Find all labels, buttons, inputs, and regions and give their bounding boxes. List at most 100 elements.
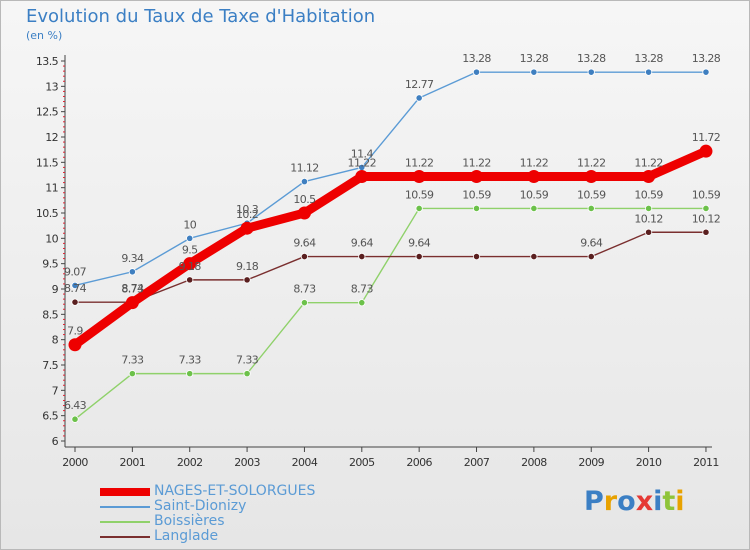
y-tick-label: 11 xyxy=(45,182,58,195)
legend-swatch-saint-dionizy xyxy=(100,506,150,508)
legend-label-saint-dionizy: Saint-Dionizy xyxy=(154,498,247,514)
data-label: 9.07 xyxy=(64,265,87,278)
x-tick-label: 2007 xyxy=(464,456,490,469)
series-line-3 xyxy=(74,231,707,303)
logo-letter: i xyxy=(653,486,663,517)
data-point xyxy=(71,298,79,306)
proxiti-logo: Proxiti xyxy=(584,486,685,517)
data-label: 11.72 xyxy=(692,131,721,144)
logo-letter: P xyxy=(584,486,604,517)
data-label: 8.73 xyxy=(351,283,374,296)
data-label: 13.28 xyxy=(692,52,721,65)
legend-label-nages: NAGES-ET-SOLORGUES xyxy=(154,483,316,499)
data-point xyxy=(300,252,309,261)
legend-swatch-boissieres xyxy=(100,521,150,523)
data-point xyxy=(128,370,136,378)
data-label: 10.3 xyxy=(236,203,259,216)
data-point xyxy=(415,204,423,213)
data-point xyxy=(587,204,595,213)
x-tick-label: 2000 xyxy=(62,456,88,469)
x-tick-label: 2003 xyxy=(234,456,260,469)
logo-letter: i xyxy=(675,486,685,517)
y-tick-label: 6 xyxy=(52,435,59,448)
data-label: 7.9 xyxy=(67,325,83,338)
data-label: 11.22 xyxy=(462,157,491,170)
data-label: 10.59 xyxy=(577,188,606,201)
data-label: 13.28 xyxy=(462,52,491,65)
y-tick-label: 12.5 xyxy=(36,106,59,119)
data-point xyxy=(358,299,366,307)
data-label: 11.22 xyxy=(405,157,434,170)
data-label: 11.22 xyxy=(577,157,606,170)
y-tick-label: 7.5 xyxy=(42,359,58,372)
data-point xyxy=(644,204,653,213)
data-point xyxy=(530,68,538,76)
data-label: 10.59 xyxy=(634,188,663,201)
x-tick-label: 2008 xyxy=(521,456,547,469)
data-label: 7.33 xyxy=(121,354,144,367)
y-tick-label: 8.5 xyxy=(42,308,58,321)
legend-label-langlade: Langlade xyxy=(154,528,219,544)
data-label: 8.73 xyxy=(121,283,144,296)
data-label: 13.28 xyxy=(577,52,606,65)
y-tick-label: 13.5 xyxy=(36,55,59,68)
y-tick-label: 11.5 xyxy=(36,156,59,169)
data-point xyxy=(415,94,423,102)
data-label: 9.18 xyxy=(179,260,202,273)
data-point xyxy=(297,206,311,220)
data-point xyxy=(240,221,254,235)
data-label: 10.59 xyxy=(462,188,491,201)
data-label: 9.18 xyxy=(236,260,259,273)
data-point xyxy=(186,276,194,284)
x-tick-label: 2002 xyxy=(177,456,203,469)
data-point xyxy=(183,257,197,271)
y-tick-label: 10 xyxy=(45,232,58,245)
data-point xyxy=(412,170,426,184)
data-label: 7.33 xyxy=(179,354,202,367)
data-point xyxy=(415,252,423,261)
x-tick-label: 2011 xyxy=(693,456,719,469)
logo-letter: o xyxy=(617,486,636,517)
chart-title: Evolution du Taux de Taxe d'Habitation xyxy=(26,6,376,27)
data-point xyxy=(644,68,653,76)
data-label: 11.4 xyxy=(351,147,374,160)
data-label: 11.22 xyxy=(348,157,377,170)
data-point xyxy=(702,204,710,213)
data-point xyxy=(358,252,366,261)
data-point xyxy=(472,68,481,76)
legend-swatch-nages xyxy=(100,488,150,496)
series-line-0 xyxy=(70,146,711,350)
y-tick-label: 13 xyxy=(45,80,58,93)
data-point xyxy=(470,170,484,184)
x-tick-label: 2004 xyxy=(292,456,318,469)
data-point xyxy=(243,276,251,284)
data-point xyxy=(702,228,710,236)
data-label: 13.28 xyxy=(634,52,663,65)
data-label: 9.64 xyxy=(293,237,316,250)
data-label: 10.2 xyxy=(236,208,258,221)
data-label: 11.12 xyxy=(290,162,319,175)
x-tick-label: 2001 xyxy=(120,456,146,469)
data-point xyxy=(186,370,194,378)
data-label: 8.74 xyxy=(121,282,144,295)
data-label: 11.22 xyxy=(520,157,549,170)
data-point xyxy=(300,177,309,186)
data-point xyxy=(472,204,481,213)
data-label: 9.64 xyxy=(580,237,603,250)
y-tick-label: 9.5 xyxy=(42,258,58,271)
data-point xyxy=(300,299,309,307)
data-point xyxy=(530,252,538,261)
data-label: 12.77 xyxy=(405,78,434,91)
x-tick-label: 2009 xyxy=(578,456,604,469)
logo-letter: x xyxy=(635,486,654,517)
data-label: 9.34 xyxy=(121,252,144,265)
data-point xyxy=(527,170,541,184)
data-point xyxy=(128,268,136,276)
y-tick-label: 9 xyxy=(52,283,59,296)
y-tick-label: 8 xyxy=(52,334,59,347)
data-label: 10.5 xyxy=(293,193,316,206)
data-point xyxy=(68,338,82,352)
y-tick-label: 10.5 xyxy=(36,207,59,220)
